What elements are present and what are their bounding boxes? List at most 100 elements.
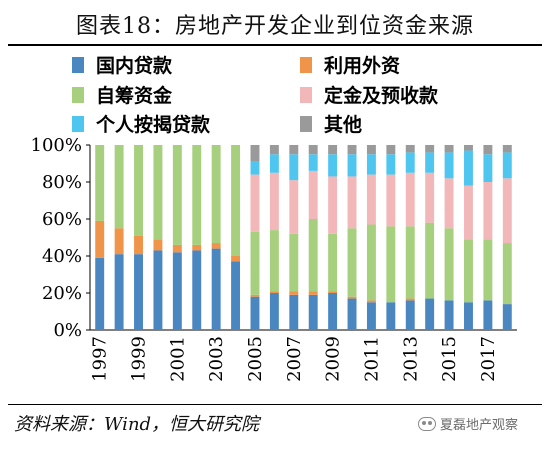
bar-domestic_loans-2017 — [483, 300, 493, 330]
bar-domestic_loans-2014 — [425, 298, 435, 330]
bar-deposits_advance-2009 — [328, 176, 338, 234]
bar-domestic_loans-2010 — [347, 298, 357, 330]
bar-foreign_capital-2006 — [269, 291, 279, 293]
legend-label-deposits_advance: 定金及预收款 — [324, 84, 439, 107]
chart-title: 图表18：房地产开发企业到位资金来源 — [76, 14, 474, 39]
legend-swatch-mortgage — [72, 116, 84, 132]
bar-other-2008 — [308, 145, 318, 155]
bar-foreign_capital-1999 — [134, 235, 143, 255]
bar-foreign_capital-1998 — [114, 228, 124, 255]
bar-domestic_loans-2012 — [386, 302, 396, 330]
bar-mortgage-2018 — [502, 152, 512, 179]
bar-mortgage-2010 — [347, 154, 357, 177]
chart-tick-labels: 0% 20% 40% 60% 80% 100% 1997 1999 2001 2003 2005 20… — [31, 135, 499, 382]
bar-foreign_capital-2010 — [347, 296, 357, 299]
bar-foreign_capital-2011 — [366, 300, 376, 303]
bar-self_raised-2011 — [366, 224, 376, 301]
y-tick-label: 0% — [53, 320, 82, 341]
bar-mortgage-2013 — [405, 152, 415, 173]
bar-domestic_loans-2002 — [192, 250, 202, 330]
bar-self_raised-2005 — [250, 231, 260, 295]
bar-foreign_capital-2009 — [328, 291, 338, 293]
title-underline — [8, 44, 542, 46]
bar-other-2018 — [502, 145, 512, 153]
bar-other-2009 — [328, 145, 338, 155]
y-tick-label: 80% — [42, 172, 82, 193]
bar-domestic_loans-2001 — [172, 252, 182, 330]
bar-domestic_loans-2008 — [308, 294, 318, 330]
legend-label-foreign_capital: 利用外资 — [324, 54, 400, 77]
bar-domestic_loans-1997 — [95, 257, 105, 330]
bar-self_raised-2009 — [328, 233, 338, 292]
legend-label-self_raised: 自筹资金 — [96, 84, 173, 107]
y-tick-label: 60% — [42, 209, 82, 230]
watermark-text: 夏磊地产观察 — [440, 418, 519, 433]
bar-deposits_advance-2008 — [308, 170, 318, 219]
legend-swatch-domestic_loans — [72, 57, 84, 73]
chart-bars — [95, 145, 512, 330]
bar-mortgage-2015 — [444, 152, 454, 179]
bar-foreign_capital-1997 — [95, 220, 105, 258]
bar-self_raised-2015 — [444, 228, 454, 301]
bar-deposits_advance-2014 — [425, 172, 435, 223]
bar-deposits_advance-2018 — [502, 178, 512, 244]
legend-swatch-deposits_advance — [300, 87, 312, 103]
bar-foreign_capital-2002 — [192, 244, 202, 251]
bar-foreign_capital-2013 — [405, 298, 415, 301]
bar-self_raised-1997 — [95, 145, 105, 221]
x-tick-label: 2009 — [323, 336, 344, 382]
bar-foreign_capital-2001 — [172, 244, 182, 253]
bar-self_raised-2003 — [211, 145, 221, 244]
bar-self_raised-2012 — [386, 226, 396, 303]
y-tick-label: 20% — [42, 283, 82, 304]
bar-self_raised-2017 — [483, 239, 493, 301]
bar-mortgage-2016 — [464, 150, 473, 186]
bar-self_raised-2004 — [231, 145, 241, 256]
bar-domestic_loans-1999 — [134, 254, 143, 330]
bar-mortgage-2005 — [250, 161, 260, 175]
source-note: 资料来源：Wind，恒大研究院 — [14, 414, 260, 435]
bar-domestic_loans-2000 — [153, 250, 163, 330]
bar-deposits_advance-2015 — [444, 178, 454, 229]
bar-self_raised-2006 — [269, 230, 279, 292]
y-tick-label: 40% — [42, 246, 82, 267]
bar-mortgage-2014 — [425, 152, 435, 173]
bar-other-2017 — [483, 145, 493, 155]
bar-self_raised-2016 — [464, 239, 473, 303]
bar-self_raised-2000 — [153, 145, 163, 240]
bar-other-2014 — [425, 145, 435, 153]
bar-foreign_capital-2000 — [153, 239, 163, 251]
bar-deposits_advance-2010 — [347, 176, 357, 229]
source-divider — [8, 404, 542, 405]
x-tick-label: 2007 — [284, 336, 305, 382]
bar-deposits_advance-2011 — [366, 174, 376, 225]
bar-self_raised-2008 — [308, 219, 318, 292]
bar-domestic_loans-2013 — [405, 300, 415, 330]
bar-foreign_capital-2004 — [231, 256, 241, 262]
legend-label-domestic_loans: 国内贷款 — [96, 54, 173, 77]
x-tick-label: 2013 — [400, 336, 421, 382]
bar-domestic_loans-2006 — [269, 293, 279, 330]
bar-domestic_loans-2011 — [366, 302, 376, 330]
bar-domestic_loans-2009 — [328, 293, 338, 330]
bar-self_raised-2002 — [192, 145, 202, 245]
bar-other-2006 — [269, 145, 279, 155]
bar-domestic_loans-2018 — [502, 304, 512, 330]
legend-label-mortgage: 个人按揭贷款 — [95, 113, 211, 136]
bar-deposits_advance-2005 — [250, 174, 260, 232]
x-tick-label: 1999 — [129, 336, 150, 382]
bar-deposits_advance-2012 — [386, 174, 396, 227]
legend-swatch-foreign_capital — [300, 57, 312, 73]
bar-other-2010 — [347, 145, 357, 155]
bar-other-2011 — [366, 145, 376, 155]
bar-self_raised-2007 — [289, 233, 299, 292]
bar-other-2005 — [250, 145, 260, 162]
x-tick-label: 2001 — [167, 336, 188, 382]
bar-domestic_loans-2007 — [289, 294, 299, 330]
bar-mortgage-2011 — [366, 154, 376, 175]
bar-foreign_capital-2007 — [289, 291, 299, 295]
bar-mortgage-2012 — [386, 154, 396, 175]
y-tick-label: 100% — [31, 135, 82, 156]
x-tick-label: 2017 — [478, 336, 499, 382]
